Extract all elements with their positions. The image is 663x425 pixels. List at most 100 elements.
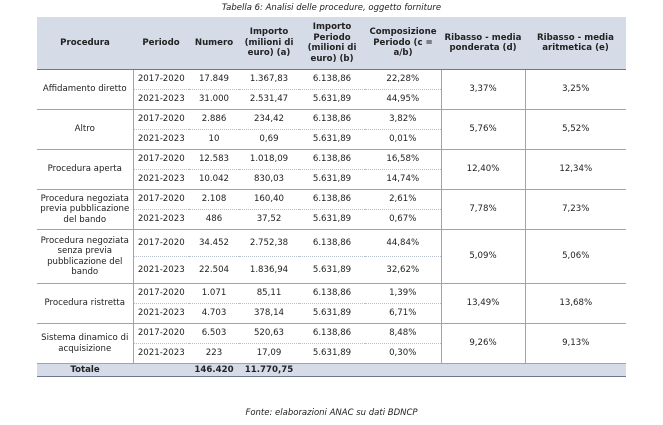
numero-cell: 10.042 — [189, 169, 239, 190]
composizione-cell: 14,74% — [365, 169, 441, 190]
procedure-name: Altro — [37, 109, 134, 150]
importo-periodo-cell: 5.631,89 — [299, 343, 365, 364]
procedure-name: Procedura negoziata previa pubblicazione… — [37, 189, 134, 230]
composizione-cell: 0,01% — [365, 129, 441, 150]
composizione-cell: 0,30% — [365, 343, 441, 364]
ribasso-aritmetica-cell: 5,06% — [524, 229, 626, 284]
procedure-name: Procedura aperta — [37, 149, 134, 190]
composizione-cell: 1,39% — [365, 283, 441, 304]
table-row: Procedura aperta 2017-2020 12.583 1.018,09 6… — [37, 149, 626, 190]
period-cell: 2017-2020 — [133, 283, 189, 304]
ribasso-ponderata-cell: 12,40% — [440, 149, 525, 190]
total-importo: 11.770,75 — [239, 363, 299, 377]
composizione-cell: 6,71% — [365, 303, 441, 324]
table-row: 2021-2023 486 37,52 5.631,89 0,67% — [37, 209, 626, 230]
ribasso-aritmetica-cell: 3,25% — [524, 69, 626, 110]
period-cell: 2017-2020 — [133, 109, 189, 130]
table-row: 2021-2023 31.000 2.531,47 5.631,89 44,95% — [37, 89, 626, 110]
table-row: Sistema dinamico di acquisizione 2017-202… — [37, 323, 626, 364]
total-row: Totale 146.420 11.770,75 — [37, 363, 626, 377]
numero-cell: 6.503 — [189, 323, 239, 344]
importo-cell: 85,11 — [239, 283, 299, 304]
importo-cell: 830,03 — [239, 169, 299, 190]
header-importo-periodo: Importo Periodo (milioni di euro) (b) — [299, 17, 365, 70]
total-numero: 146.420 — [189, 363, 239, 377]
period-cell: 2021-2023 — [133, 129, 189, 150]
header-composizione: Composizione Periodo (c = a/b) — [365, 17, 441, 70]
numero-cell: 486 — [189, 209, 239, 230]
importo-periodo-cell: 5.631,89 — [299, 129, 365, 150]
composizione-cell: 3,82% — [365, 109, 441, 130]
ribasso-aritmetica-cell: 12,34% — [524, 149, 626, 190]
importo-periodo-cell: 6.138,86 — [299, 229, 365, 257]
procedure-name: Procedura ristretta — [37, 283, 134, 324]
ribasso-ponderata-cell: 7,78% — [440, 189, 525, 230]
importo-cell: 378,14 — [239, 303, 299, 324]
period-cell: 2021-2023 — [133, 343, 189, 364]
ribasso-ponderata-cell: 3,37% — [440, 69, 525, 110]
importo-cell: 234,42 — [239, 109, 299, 130]
numero-cell: 22.504 — [189, 256, 239, 284]
ribasso-aritmetica-cell: 9,13% — [524, 323, 626, 364]
header-numero: Numero — [189, 17, 239, 70]
source-note: Fonte: elaborazioni ANAC su dati BDNCP — [245, 408, 418, 418]
table-row: 2021-2023 223 17,09 5.631,89 0,30% — [37, 343, 626, 364]
importo-periodo-cell: 6.138,86 — [299, 109, 365, 130]
ribasso-aritmetica-cell: 13,68% — [524, 283, 626, 324]
numero-cell: 223 — [189, 343, 239, 364]
period-cell: 2021-2023 — [133, 209, 189, 230]
importo-periodo-cell: 6.138,86 — [299, 283, 365, 304]
importo-cell: 1.018,09 — [239, 149, 299, 170]
importo-periodo-cell: 6.138,86 — [299, 189, 365, 210]
table-body: Affidamento diretto 2017-2020 17.849 1.367,… — [37, 69, 626, 364]
numero-cell: 10 — [189, 129, 239, 150]
composizione-cell: 22,28% — [365, 69, 441, 90]
table-row: Altro 2017-2020 2.886 234,42 6.138,86 3,82% 5,… — [37, 109, 626, 150]
importo-periodo-cell: 5.631,89 — [299, 256, 365, 284]
total-composizione — [365, 363, 441, 377]
period-cell: 2017-2020 — [133, 189, 189, 210]
table-row: 2021-2023 10 0,69 5.631,89 0,01% — [37, 129, 626, 150]
ribasso-aritmetica-cell: 7,23% — [524, 189, 626, 230]
numero-cell: 34.452 — [189, 229, 239, 257]
composizione-cell: 0,67% — [365, 209, 441, 230]
header-row: Procedura Periodo Numero Importo (milion… — [37, 17, 626, 70]
table-row: 2021-2023 4.703 378,14 5.631,89 6,71% — [37, 303, 626, 324]
numero-cell: 2.886 — [189, 109, 239, 130]
table-row: Affidamento diretto 2017-2020 17.849 1.367,… — [37, 69, 626, 110]
importo-cell: 17,09 — [239, 343, 299, 364]
table-caption: Tabella 6: Analisi delle procedure, ogge… — [221, 3, 442, 13]
period-cell: 2021-2023 — [133, 89, 189, 110]
numero-cell: 31.000 — [189, 89, 239, 110]
procedure-name: Procedura negoziata senza previa pubblic… — [37, 229, 134, 284]
composizione-cell: 16,58% — [365, 149, 441, 170]
importo-cell: 1.836,94 — [239, 256, 299, 284]
composizione-cell: 44,95% — [365, 89, 441, 110]
numero-cell: 1.071 — [189, 283, 239, 304]
importo-periodo-cell: 6.138,86 — [299, 149, 365, 170]
procedure-name: Affidamento diretto — [37, 69, 134, 110]
total-periodo — [133, 363, 189, 377]
header-ribasso-ponderata: Ribasso - media ponderata (d) — [441, 17, 525, 70]
ribasso-ponderata-cell: 5,76% — [440, 109, 525, 150]
numero-cell: 4.703 — [189, 303, 239, 324]
header-ribasso-aritmetica: Ribasso - media aritmetica (e) — [525, 17, 626, 70]
total-importo-periodo — [299, 363, 365, 377]
importo-periodo-cell: 6.138,86 — [299, 323, 365, 344]
period-cell: 2021-2023 — [133, 256, 189, 284]
importo-cell: 160,40 — [239, 189, 299, 210]
importo-periodo-cell: 5.631,89 — [299, 303, 365, 324]
numero-cell: 2.108 — [189, 189, 239, 210]
table-row: Procedura ristretta 2017-2020 1.071 85,11 6.… — [37, 283, 626, 324]
importo-cell: 0,69 — [239, 129, 299, 150]
composizione-cell: 44,84% — [365, 229, 441, 257]
composizione-cell: 2,61% — [365, 189, 441, 210]
period-cell: 2021-2023 — [133, 303, 189, 324]
table-row: Procedura negoziata previa pubblicazione… — [37, 189, 626, 230]
composizione-cell: 8,48% — [365, 323, 441, 344]
importo-periodo-cell: 5.631,89 — [299, 209, 365, 230]
header-periodo: Periodo — [133, 17, 189, 70]
importo-periodo-cell: 6.138,86 — [299, 69, 365, 90]
period-cell: 2017-2020 — [133, 323, 189, 344]
importo-cell: 1.367,83 — [239, 69, 299, 90]
